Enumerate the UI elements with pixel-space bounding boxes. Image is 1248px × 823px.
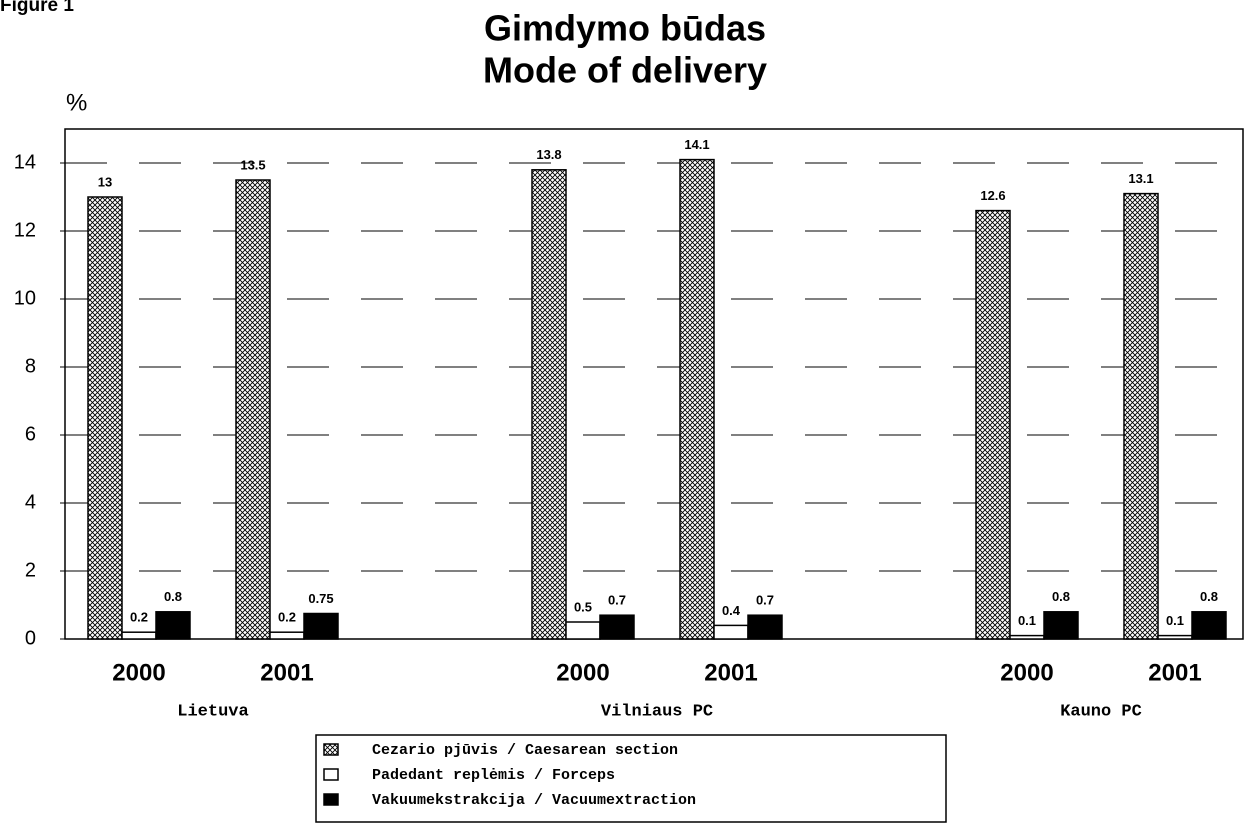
value-label: 0.4 xyxy=(722,603,741,618)
value-label: 0.8 xyxy=(164,589,182,604)
legend-swatch xyxy=(323,743,339,756)
x-tick-label: 2001 xyxy=(704,659,757,686)
bar xyxy=(565,621,601,640)
value-label: 13 xyxy=(98,174,112,189)
value-label: 0.8 xyxy=(1200,589,1218,604)
value-label: 0.2 xyxy=(130,610,148,625)
y-tick-label: 0 xyxy=(25,627,36,649)
x-tick-label: 2001 xyxy=(1148,659,1201,686)
bar xyxy=(269,631,305,640)
legend-swatch xyxy=(323,793,339,806)
figure-label: Figure 1 xyxy=(0,0,74,16)
y-tick-label: 10 xyxy=(14,287,36,309)
legend-label: Padedant replėmis / Forceps xyxy=(372,767,615,784)
value-label: 0.7 xyxy=(756,593,774,608)
y-tick-label: 8 xyxy=(25,355,36,377)
value-label: 0.5 xyxy=(574,599,592,614)
legend-label: Cezario pjūvis / Caesarean section xyxy=(372,742,678,759)
bar xyxy=(599,614,635,640)
bar xyxy=(975,209,1011,640)
y-tick-label: 2 xyxy=(25,559,36,581)
chart-title: Gimdymo būdas xyxy=(484,8,766,49)
value-label: 0.1 xyxy=(1018,613,1036,628)
y-axis-label: % xyxy=(66,89,87,116)
bar xyxy=(1043,611,1079,640)
legend-box xyxy=(315,734,947,823)
bar xyxy=(713,624,749,640)
y-tick-label: 14 xyxy=(14,151,36,173)
value-label: 0.75 xyxy=(308,591,333,606)
x-tick-label: 2001 xyxy=(260,659,313,686)
plot-frame xyxy=(64,128,1244,640)
value-label: 0.7 xyxy=(608,593,626,608)
group-label: Lietuva xyxy=(177,702,248,721)
bar xyxy=(1009,634,1045,640)
value-label: 12.6 xyxy=(980,188,1005,203)
bar xyxy=(303,612,339,640)
legend-swatch xyxy=(323,768,339,781)
bar xyxy=(747,614,783,640)
value-label: 0.1 xyxy=(1166,613,1184,628)
value-label: 0.2 xyxy=(278,610,296,625)
y-tick-label: 6 xyxy=(25,423,36,445)
value-label: 0.8 xyxy=(1052,589,1070,604)
x-tick-label: 2000 xyxy=(1000,659,1053,686)
chart-subtitle: Mode of delivery xyxy=(483,50,767,91)
x-tick-label: 2000 xyxy=(112,659,165,686)
bar xyxy=(121,631,157,640)
value-label: 13.5 xyxy=(240,157,265,172)
value-label: 13.8 xyxy=(536,147,561,162)
x-tick-label: 2000 xyxy=(556,659,609,686)
group-label: Vilniaus PC xyxy=(601,702,713,721)
bar xyxy=(531,169,567,640)
bar xyxy=(1191,611,1227,640)
value-label: 13.1 xyxy=(1128,171,1153,186)
bar xyxy=(87,196,123,640)
bar xyxy=(1123,192,1159,640)
legend-label: Vakuumekstrakcija / Vacuumextraction xyxy=(372,792,696,809)
bar xyxy=(235,179,271,640)
bar xyxy=(1157,634,1193,640)
bar xyxy=(679,158,715,640)
y-tick-label: 4 xyxy=(25,491,36,513)
y-tick-label: 12 xyxy=(14,219,36,241)
bar xyxy=(155,611,191,640)
group-label: Kauno PC xyxy=(1060,702,1142,721)
value-label: 14.1 xyxy=(684,137,709,152)
